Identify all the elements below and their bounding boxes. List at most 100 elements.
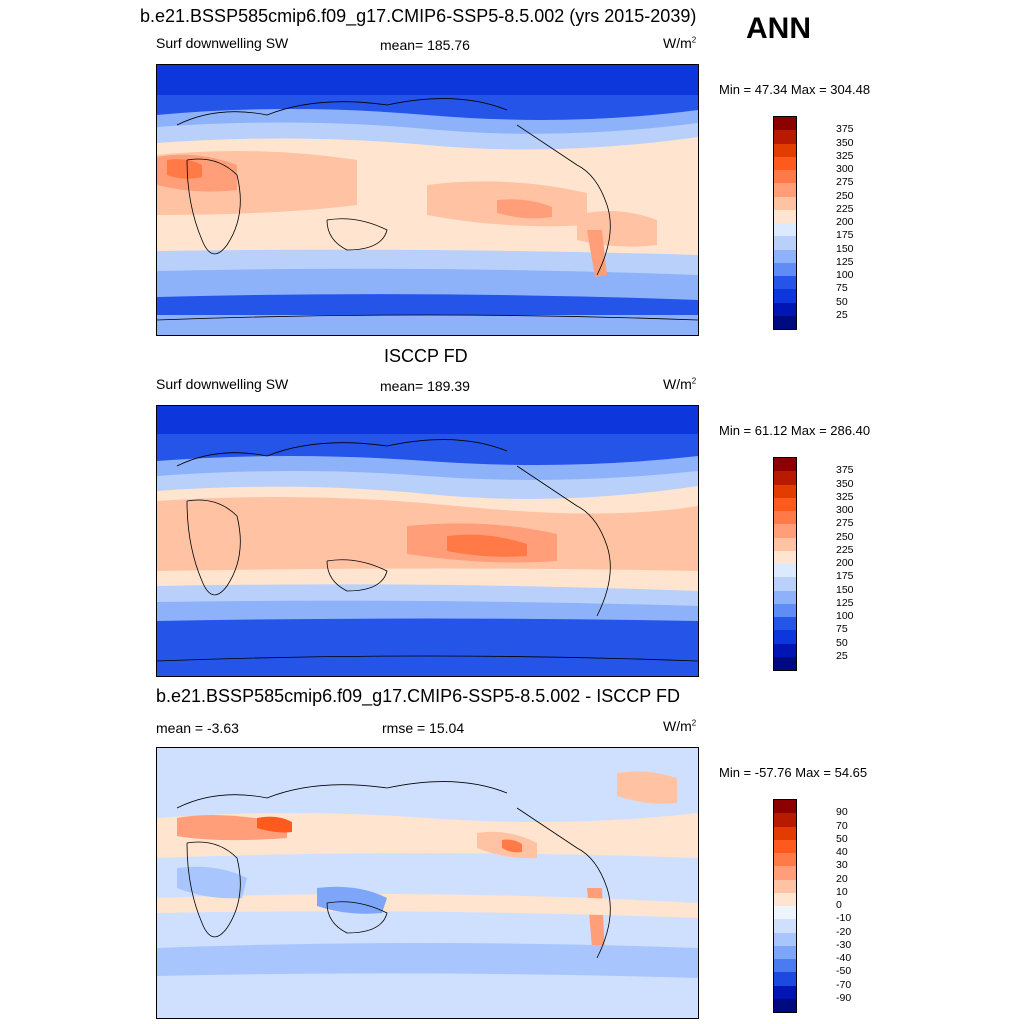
colorbar-tick-label: 225 [836, 202, 854, 215]
panel1-minmax: Min = 47.34 Max = 304.48 [719, 82, 871, 97]
colorbar-tick-label: 275 [836, 517, 854, 530]
colorbar-tick-label: 300 [836, 163, 854, 175]
panel1-variable-label: Surf downwelling SW [156, 35, 289, 51]
colorbar-segment [774, 590, 796, 604]
colorbar-tick-label: 20 [836, 872, 848, 885]
panel2-minmax: Min = 61.12 Max = 286.40 [719, 423, 871, 438]
colorbar-tick-label: 250 [836, 189, 854, 202]
panel1-units: W/m2 [663, 35, 697, 51]
colorbar-tick-label: -30 [836, 938, 852, 951]
colorbar-tick-label: 100 [836, 610, 854, 622]
colorbar-tick-label: 175 [836, 229, 854, 242]
colorbar-tick-label: 325 [836, 149, 854, 162]
colorbar-segment [774, 813, 796, 827]
colorbar-segment [774, 276, 796, 290]
panel3-title: b.e21.BSSP585cmip6.f09_g17.CMIP6-SSP5-8.… [156, 686, 680, 706]
colorbar-segment [774, 249, 796, 263]
colorbar-segment [774, 630, 796, 644]
colorbar-segment [774, 196, 796, 210]
colorbar-tick-label: 350 [836, 136, 854, 149]
colorbar-segment [774, 945, 796, 959]
colorbar-tick-label: -20 [836, 925, 852, 938]
colorbar-tick-label: 75 [836, 623, 848, 636]
panel3-colorbar [773, 799, 797, 1013]
colorbar-tick-label: 25 [836, 649, 848, 662]
colorbar-tick-label: 25 [836, 308, 848, 321]
panel2-mean: mean= 189.39 [380, 378, 470, 394]
season-label: ANN [746, 12, 811, 45]
colorbar-tick-label: 300 [836, 504, 854, 516]
colorbar-segment [774, 130, 796, 144]
colorbar-segment [774, 800, 796, 814]
colorbar-segment [774, 289, 796, 303]
colorbar-tick-label: 50 [836, 295, 848, 308]
colorbar-tick-label: 350 [836, 477, 854, 490]
colorbar-segment [774, 919, 796, 933]
colorbar-tick-label: 325 [836, 490, 854, 503]
colorbar-tick-label: 70 [836, 819, 848, 832]
colorbar-segment [774, 484, 796, 498]
colorbar-tick-label: 50 [836, 832, 848, 845]
colorbar-tick-label: -70 [836, 978, 852, 991]
colorbar-tick-label: 375 [836, 464, 854, 477]
panel2-units: W/m2 [663, 376, 697, 392]
colorbar-segment [774, 537, 796, 551]
panel1-map [156, 64, 699, 336]
colorbar-tick-label: 100 [836, 269, 854, 281]
panel3-units: W/m2 [663, 718, 697, 734]
colorbar-tick-label: 275 [836, 176, 854, 189]
colorbar-segment [774, 262, 796, 276]
colorbar-tick-label: 40 [836, 846, 848, 858]
colorbar-segment [774, 959, 796, 973]
panel1-title: b.e21.BSSP585cmip6.f09_g17.CMIP6-SSP5-8.… [140, 6, 697, 26]
panel3-minmax: Min = -57.76 Max = 54.65 [719, 765, 868, 780]
colorbar-segment [774, 524, 796, 538]
colorbar-segment [774, 497, 796, 511]
colorbar-segment [774, 826, 796, 840]
colorbar-segment [774, 223, 796, 237]
panel3-map [156, 747, 699, 1019]
colorbar-segment [774, 906, 796, 920]
colorbar-segment [774, 458, 796, 472]
colorbar-segment [774, 998, 796, 1012]
colorbar-tick-label: 175 [836, 570, 854, 583]
colorbar-tick-label: -90 [836, 991, 852, 1004]
panel2-colorbar [773, 457, 797, 671]
colorbar-segment [774, 156, 796, 170]
colorbar-segment [774, 550, 796, 564]
colorbar-segment [774, 866, 796, 880]
panel1-colorbar [773, 116, 797, 330]
colorbar-segment [774, 603, 796, 617]
colorbar-segment [774, 839, 796, 853]
colorbar-segment [774, 209, 796, 223]
colorbar-segment [774, 656, 796, 670]
colorbar-tick-label: 250 [836, 530, 854, 543]
panel3-mean: mean = -3.63 [156, 720, 239, 736]
colorbar-segment [774, 932, 796, 946]
panel3-rmse: rmse = 15.04 [382, 720, 465, 736]
colorbar-tick-label: 125 [836, 255, 854, 268]
colorbar-segment [774, 511, 796, 525]
colorbar-segment [774, 183, 796, 197]
colorbar-tick-label: 200 [836, 216, 854, 228]
colorbar-segment [774, 617, 796, 631]
colorbar-tick-label: 150 [836, 242, 854, 255]
colorbar-tick-label: -10 [836, 912, 852, 925]
colorbar-tick-label: 125 [836, 596, 854, 609]
colorbar-segment [774, 577, 796, 591]
colorbar-tick-label: 200 [836, 557, 854, 569]
colorbar-segment [774, 236, 796, 250]
colorbar-segment [774, 471, 796, 485]
colorbar-segment [774, 564, 796, 578]
panel2-title: ISCCP FD [384, 346, 468, 366]
colorbar-segment [774, 879, 796, 893]
colorbar-tick-label: 375 [836, 123, 854, 136]
colorbar-segment [774, 143, 796, 157]
colorbar-segment [774, 643, 796, 657]
colorbar-tick-label: -50 [836, 965, 852, 978]
colorbar-tick-label: -40 [836, 952, 852, 964]
colorbar-segment [774, 315, 796, 329]
colorbar-tick-label: 90 [836, 806, 848, 819]
colorbar-tick-label: 50 [836, 636, 848, 649]
colorbar-segment [774, 985, 796, 999]
